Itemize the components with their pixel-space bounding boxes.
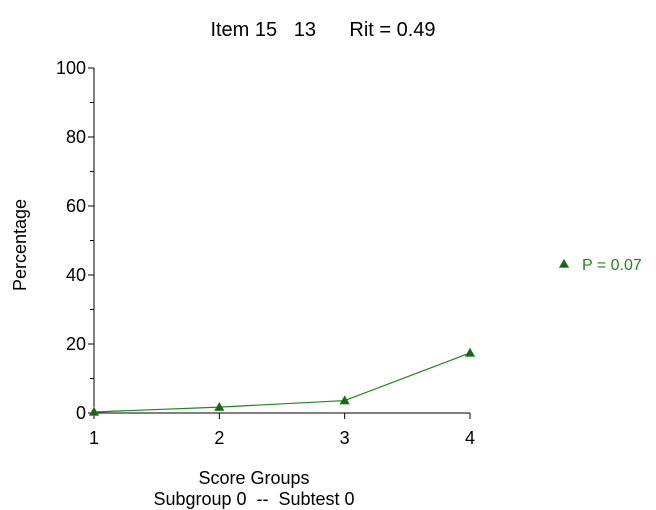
series-line	[93, 352, 471, 413]
y-tick-label: 60	[66, 196, 86, 216]
chart-subtitle: Subgroup 0 -- Subtest 0	[153, 489, 354, 509]
legend-label: P = 0.07	[582, 257, 642, 274]
x-tick-label: 1	[89, 428, 99, 448]
data-point	[339, 395, 350, 405]
series	[88, 347, 476, 416]
data-point	[464, 347, 476, 357]
x-axis-label: Score Groups	[198, 468, 309, 488]
legend-marker-triangle-icon	[558, 258, 570, 268]
x-tick-label: 3	[340, 428, 350, 448]
y-tick-label: 100	[56, 58, 86, 78]
data-point	[88, 406, 100, 416]
data-point	[214, 401, 225, 411]
y-tick-label: 80	[66, 127, 86, 147]
y-axis-label: Percentage	[10, 199, 30, 291]
legend: P = 0.07	[558, 257, 642, 274]
x-tick-label: 2	[214, 428, 224, 448]
ticks: 0 20 40 60 80 100 1 2 3 4	[56, 58, 475, 448]
y-tick-label: 0	[76, 403, 86, 423]
y-tick-label: 40	[66, 265, 86, 285]
chart-title: Item 15 13 Rit = 0.49	[210, 19, 435, 41]
axes	[93, 68, 470, 414]
y-tick-label: 20	[66, 334, 86, 354]
x-tick-label: 4	[465, 428, 475, 448]
